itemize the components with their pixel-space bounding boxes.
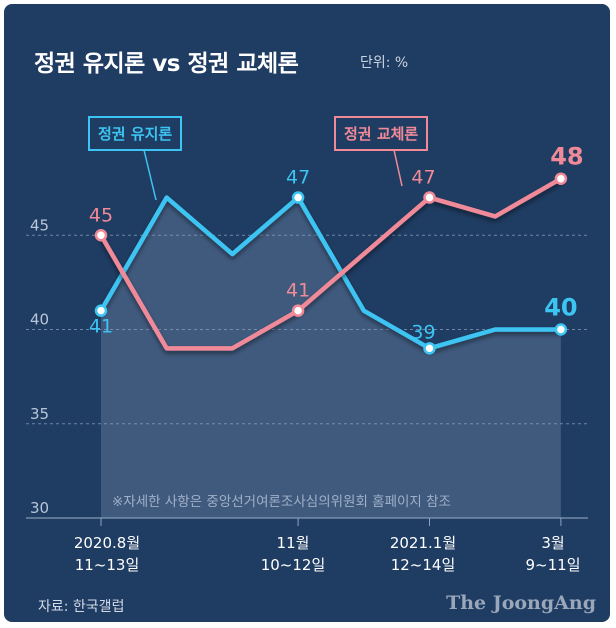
data-point (291, 304, 305, 317)
series-line-change (98, 176, 564, 351)
data-point (423, 342, 436, 355)
data-point (291, 191, 305, 204)
chart-svg: 30 35 40 45 41 47 39 40 45 41 47 48 (26, 143, 588, 526)
y-tick-label: 30 (30, 499, 49, 517)
data-point (94, 229, 108, 242)
unit-label: 단위: % (360, 55, 409, 71)
y-tick-label: 45 (30, 216, 49, 234)
x-label-jan: 2021.1월 12~14일 (389, 534, 457, 574)
legend-callout-change: 정권 교체론 (334, 116, 429, 151)
data-point (554, 323, 568, 336)
chart-card: 30 35 40 45 41 47 39 40 45 41 47 48 정권 유지론 vs 정권 교체… (4, 4, 610, 622)
x-label-mar: 3월 9~11일 (525, 534, 581, 574)
series-line-maintain (98, 195, 564, 351)
brand-logo: The JoongAng (446, 592, 596, 614)
source-text: 자료: 한국갤럽 (38, 599, 125, 615)
x-label-aug: 2020.8월 11~13일 (73, 534, 141, 574)
data-label: 47 (286, 167, 310, 189)
chart-title: 정권 유지론 vs 정권 교체론 (34, 51, 299, 77)
footnote: ※자세한 사항은 중앙선거여론조사심의위원회 홈페이지 참조 (112, 494, 451, 510)
area-fill (101, 197, 561, 519)
x-label-nov: 11월 10~12일 (260, 534, 326, 574)
callout-pointer-maintain (143, 149, 157, 201)
y-tick-label: 40 (30, 311, 49, 329)
data-label: 41 (286, 280, 310, 302)
callout-pointer-change (393, 149, 403, 187)
data-point (94, 304, 108, 317)
data-point (423, 191, 436, 204)
y-tick-label: 35 (30, 405, 49, 423)
legend-callout-maintain: 정권 유지론 (88, 116, 183, 151)
data-label: 40 (544, 294, 577, 322)
data-label: 47 (411, 167, 435, 189)
data-label: 41 (89, 316, 113, 338)
data-label: 45 (89, 204, 113, 226)
data-label: 48 (550, 143, 583, 171)
data-label: 39 (411, 321, 435, 343)
data-point (554, 172, 568, 185)
